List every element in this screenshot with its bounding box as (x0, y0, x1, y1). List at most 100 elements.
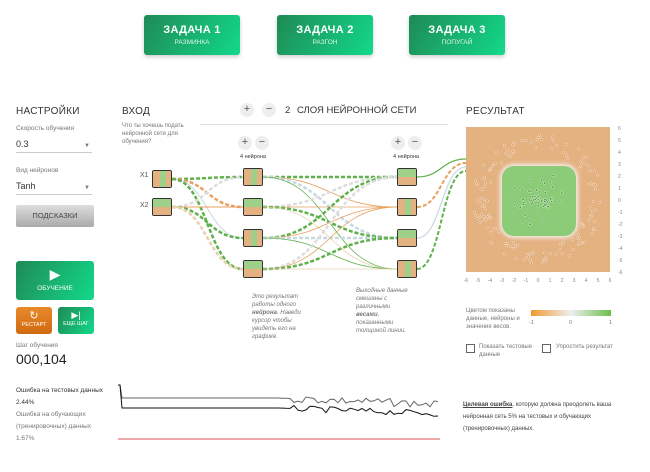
train-button[interactable]: ▶ ОБУЧЕНИЕ (16, 261, 94, 300)
data-point-orange (484, 218, 488, 222)
data-point-orange (474, 214, 478, 218)
activation-select[interactable]: Tanh ▼ (16, 181, 92, 195)
data-point-green (530, 202, 534, 206)
data-point-orange (578, 160, 582, 164)
data-point-orange (505, 244, 509, 248)
data-point-orange (576, 236, 580, 240)
target-error-note: Целевая ошибка, которую должна преодолет… (463, 402, 612, 432)
test-loss-line (118, 384, 439, 408)
data-point-orange (474, 179, 478, 183)
data-point-orange (480, 205, 484, 209)
data-point-orange (593, 220, 597, 224)
input-neuron-x1[interactable] (152, 170, 172, 188)
layer2-neuron[interactable] (397, 168, 417, 186)
discretize-checkbox[interactable] (542, 344, 551, 353)
data-point-orange (582, 241, 586, 244)
data-point-orange (492, 227, 496, 231)
restart-button[interactable]: ↻ РЕСТАРТ (16, 307, 52, 334)
data-point-orange (513, 150, 517, 154)
data-point-orange (578, 167, 582, 171)
data-point-orange (594, 187, 597, 191)
layers-label: СЛОЯ НЕЙРОННОЙ СЕТИ (297, 105, 417, 116)
data-point-green (558, 199, 562, 203)
step-label: ЕЩЕ ШАГ (63, 321, 89, 327)
add-neuron-layer2-button[interactable]: + (391, 136, 405, 150)
data-point-green (543, 203, 547, 207)
weight-link (416, 162, 467, 208)
data-point-orange (597, 200, 601, 204)
layers-count: 2 (285, 105, 291, 116)
discretize-label: Упростить результат (556, 344, 613, 350)
layer1-neuron[interactable] (243, 198, 263, 216)
data-point-green (543, 200, 547, 203)
show-test-data-checkbox[interactable] (466, 344, 475, 353)
x-axis-tick: 3 (573, 278, 576, 284)
data-point-orange (520, 139, 524, 143)
data-point-orange (485, 199, 489, 203)
data-point-orange (484, 181, 487, 185)
data-point-orange (514, 244, 517, 248)
task-1-button[interactable]: ЗАДАЧА 1 РАЗМИНКА (144, 15, 240, 55)
data-point-orange (566, 156, 570, 160)
y-axis-tick: 0 (618, 198, 621, 204)
data-point-orange (486, 215, 490, 219)
weight-link (171, 177, 244, 271)
data-point-orange (488, 216, 492, 219)
task-3-button[interactable]: ЗАДАЧА 3 ПОПУГАЙ (409, 15, 505, 55)
x-axis-tick: -4 (488, 278, 493, 284)
x-axis-tick: 6 (609, 278, 612, 284)
input-neuron-x2[interactable] (152, 198, 172, 216)
layer1-neuron[interactable] (243, 260, 263, 278)
data-point-orange (516, 243, 520, 247)
data-point-orange (500, 161, 503, 165)
weight-link (416, 170, 467, 270)
color-legend-text: Цветом показаны данные, нейроны и значен… (466, 308, 520, 330)
x-axis-tick: 4 (585, 278, 588, 284)
add-neuron-layer1-button[interactable]: + (238, 136, 252, 150)
divider (200, 124, 448, 125)
remove-neuron-layer1-button[interactable]: − (255, 136, 269, 150)
data-point-orange (567, 254, 571, 258)
data-point-orange (592, 169, 596, 173)
data-point-green (513, 203, 516, 207)
step-forward-icon: ▶| (71, 310, 81, 320)
data-point-orange (485, 225, 489, 229)
remove-neuron-layer2-button[interactable]: − (408, 136, 422, 150)
remove-layer-button[interactable]: − (262, 103, 276, 117)
legend-tick: -1 (529, 320, 534, 326)
data-point-orange (548, 252, 552, 255)
weight-link (171, 205, 244, 271)
data-point-orange (489, 230, 493, 234)
y-axis-tick: 5 (618, 138, 621, 144)
data-point-green (551, 185, 554, 189)
data-point-green (543, 181, 547, 185)
data-point-green (523, 213, 527, 217)
x-axis-tick: 1 (549, 278, 552, 284)
task-2-button[interactable]: ЗАДАЧА 2 РАЗГОН (277, 15, 373, 55)
data-point-orange (591, 200, 595, 203)
data-point-green (537, 212, 541, 215)
y-axis-tick: -1 (618, 210, 623, 216)
step-button[interactable]: ▶| ЕЩЕ ШАГ (58, 307, 94, 334)
data-point-orange (511, 247, 515, 250)
data-point-orange (483, 185, 487, 188)
positive-region (502, 166, 576, 236)
data-point-orange (491, 164, 494, 168)
layer2-neuron[interactable] (397, 229, 417, 247)
layer1-neuron-count: 4 нейрона (240, 154, 266, 160)
data-point-orange (581, 156, 585, 160)
layer2-neuron[interactable] (397, 260, 417, 278)
weight-link (171, 205, 244, 240)
data-point-orange (512, 241, 515, 245)
learning-rate-select[interactable]: 0.3 ▼ (16, 139, 92, 153)
layer1-neuron[interactable] (243, 168, 263, 186)
data-point-orange (551, 138, 555, 142)
layer2-neuron[interactable] (397, 198, 417, 216)
data-point-orange (577, 147, 581, 151)
add-layer-button[interactable]: + (240, 103, 254, 117)
hints-button[interactable]: ПОДСКАЗКИ (16, 205, 94, 227)
data-point-orange (483, 202, 486, 206)
data-point-orange (487, 213, 491, 217)
output-heatmap[interactable]: -6 -6 -5 -5 -4 -4 -3 -3 -2 -2 -1 -1 0 0 1 1 2 2 3 3 4 4 5 5 6 6 (460, 122, 630, 287)
layer1-neuron[interactable] (243, 229, 263, 247)
